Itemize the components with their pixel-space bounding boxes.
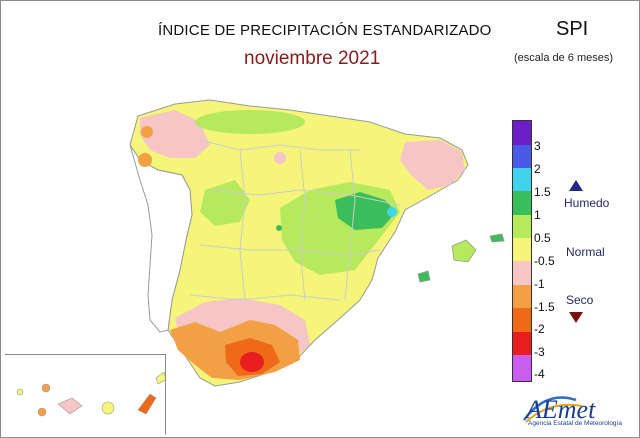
galicia-dry-area [140,110,210,158]
legend-band-moderate-wet [513,168,531,191]
category-dry-label: Seco [566,293,594,307]
legend-tick: 1 [534,208,541,222]
burgos-dry-spot [274,152,286,164]
galicia-orange-spot-2 [138,153,152,167]
legend-tick: -2 [534,322,545,336]
legend-tick: 2 [534,162,541,176]
legend-band-extreme-wet [513,121,531,145]
legend-band-extreme-dry [513,355,531,381]
canary-island-1 [16,388,24,396]
menorca [489,233,505,243]
portugal-shape [129,144,193,333]
canary-island-2 [37,407,47,417]
legend-band-normal [513,238,531,261]
west-slightly-wet [200,180,250,226]
legend-tick: -3 [534,345,545,359]
map-title: ÍNDICE DE PRECIPITACIÓN ESTANDARIZADO [158,22,492,39]
legend-tick: -4 [534,367,545,381]
legend-band-slightly-wet [513,215,531,238]
mallorca [451,239,477,263]
east-moderate-wet-spot [387,207,397,217]
scale-note: (escala de 6 meses) [514,52,614,64]
dry-arrow-icon [569,312,583,323]
legend-band-moderate-dry [513,308,531,332]
province-boundaries [189,139,401,301]
canary-island-tenerife [57,397,83,415]
map-period: noviembre 2021 [244,48,381,69]
aemet-logo: AEmet [522,395,596,424]
index-name: SPI [556,18,589,40]
canary-island-fuerteventura [137,393,157,415]
center-wet-spot [276,225,282,231]
aemet-caption: Agencia Estatal de Meteorología [528,420,622,427]
ibiza [417,270,431,283]
category-wet-label: Humedo [564,196,610,210]
malaga-very-dry-spot [240,352,264,372]
catalonia-dry-area [400,140,465,190]
legend-tick: -0.5 [534,254,555,268]
legend-band-slightly-dry [513,261,531,285]
north-slightly-wet [195,110,305,134]
legend-tick: 1.5 [534,185,551,199]
legend-tick: 0.5 [534,231,551,245]
wet-arrow-icon [569,180,583,191]
legend-colorbar [512,120,532,382]
legend-band-dry [513,285,531,308]
legend-tick: -1 [534,277,545,291]
legend-tick: -1.5 [534,300,555,314]
canary-island-3 [41,383,51,393]
legend-band-very-wet [513,145,531,168]
legend-band-wet [513,191,531,215]
canary-island-lanzarote [155,371,167,385]
canary-islands-inset [5,354,166,435]
legend-tick: 3 [534,139,541,153]
category-normal-label: Normal [566,245,605,259]
legend-band-very-dry [513,332,531,355]
canary-island-gran-canaria [101,401,115,415]
galicia-orange-spot [141,126,153,138]
svg-text:AEmet: AEmet [524,395,596,424]
